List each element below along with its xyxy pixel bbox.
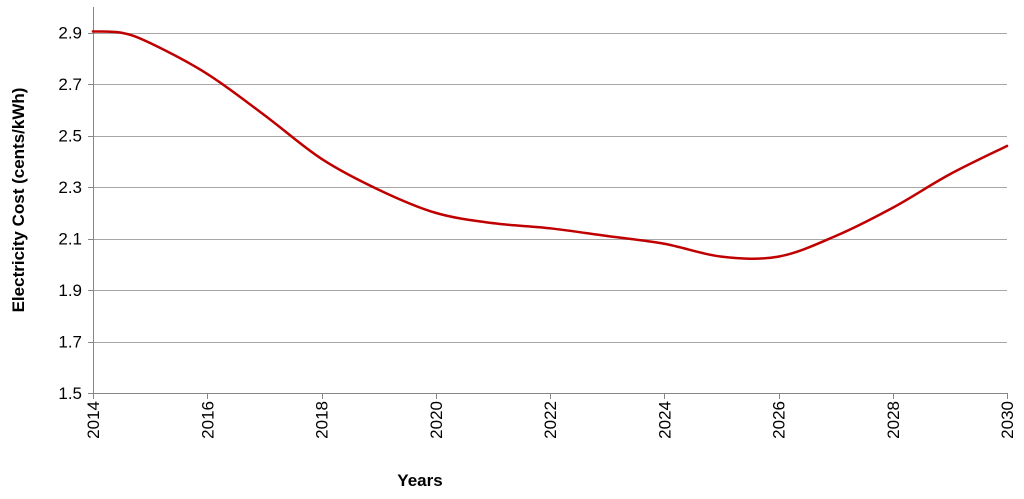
x-tick-label: 2026: [770, 401, 789, 439]
y-tick-label: 2.5: [58, 127, 82, 146]
y-tick-label: 2.1: [58, 230, 82, 249]
x-tick-label: 2020: [427, 401, 446, 439]
data-point: [120, 31, 123, 34]
x-axis-title: Years: [397, 471, 442, 490]
data-point: [263, 113, 266, 117]
x-tick-label: 2018: [313, 401, 332, 439]
data-point: [834, 234, 837, 238]
data-point: [91, 30, 95, 33]
gridlines: [93, 33, 1007, 343]
data-point: [377, 188, 380, 191]
x-tick-label: 2014: [84, 401, 103, 439]
data-point: [720, 255, 723, 258]
x-tick-label: 2030: [998, 401, 1017, 439]
series-line: [91, 30, 1009, 260]
y-tick-label: 1.7: [58, 333, 82, 352]
data-point: [663, 242, 666, 245]
y-tick-label: 1.9: [58, 281, 82, 300]
tick-labels: 1.5 1.7 1.9 2.1 2.3 2.5 2.7 2.9 2014 2016 2018 2020…: [58, 24, 1017, 439]
data-point: [548, 227, 552, 230]
data-point: [605, 234, 609, 238]
series-layer: [91, 30, 1009, 260]
y-axis-title: Electricity Cost (cents/kWh): [9, 88, 28, 313]
data-point: [148, 41, 152, 45]
x-tick-label: 2028: [884, 401, 903, 439]
data-point: [777, 255, 780, 258]
data-point: [320, 157, 323, 161]
data-point: [434, 211, 437, 215]
data-point: [948, 173, 952, 176]
y-tick-label: 2.7: [58, 75, 82, 94]
x-tick-label: 2016: [198, 401, 217, 439]
x-tick-label: 2022: [541, 401, 560, 439]
axes: [88, 7, 1008, 399]
data-point: [1005, 144, 1009, 148]
x-tick-label: 2024: [655, 401, 674, 439]
data-point: [206, 72, 209, 76]
data-point: [891, 206, 894, 209]
y-tick-label: 2.3: [58, 178, 82, 197]
y-tick-label: 2.9: [58, 24, 82, 43]
data-point: [491, 221, 495, 225]
y-tick-label: 1.5: [58, 384, 82, 403]
